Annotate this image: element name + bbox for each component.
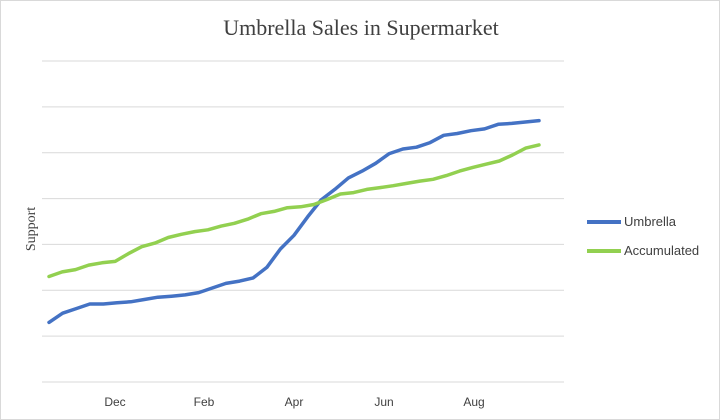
x-tick-label-feb: Feb <box>194 395 215 409</box>
chart-title: Umbrella Sales in Supermarket <box>223 15 499 40</box>
x-tick-label-jun: Jun <box>374 395 393 409</box>
x-tick-label-dec: Dec <box>104 395 125 409</box>
legend-label-accumulated: Accumulated <box>624 243 700 258</box>
legend-label-umbrella: Umbrella <box>624 214 677 229</box>
legend-item-umbrella: Umbrella <box>587 207 699 236</box>
x-tick-label-aug: Aug <box>463 395 484 409</box>
legend-swatch-accumulated <box>587 248 621 253</box>
legend: Umbrella Accumulated <box>587 207 699 265</box>
legend-item-accumulated: Accumulated <box>587 236 699 265</box>
series-line-accumulated <box>47 143 541 279</box>
x-tick-label-apr: Apr <box>285 395 304 409</box>
series-line-umbrella <box>47 118 541 325</box>
legend-swatch-umbrella <box>587 219 621 224</box>
